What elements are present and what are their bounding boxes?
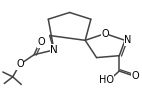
Text: HO: HO [99, 75, 114, 85]
Text: N: N [50, 45, 58, 55]
Text: O: O [101, 29, 109, 39]
Text: O: O [16, 59, 24, 69]
Text: O: O [37, 37, 45, 47]
Text: N: N [124, 35, 131, 45]
Text: O: O [132, 71, 139, 81]
